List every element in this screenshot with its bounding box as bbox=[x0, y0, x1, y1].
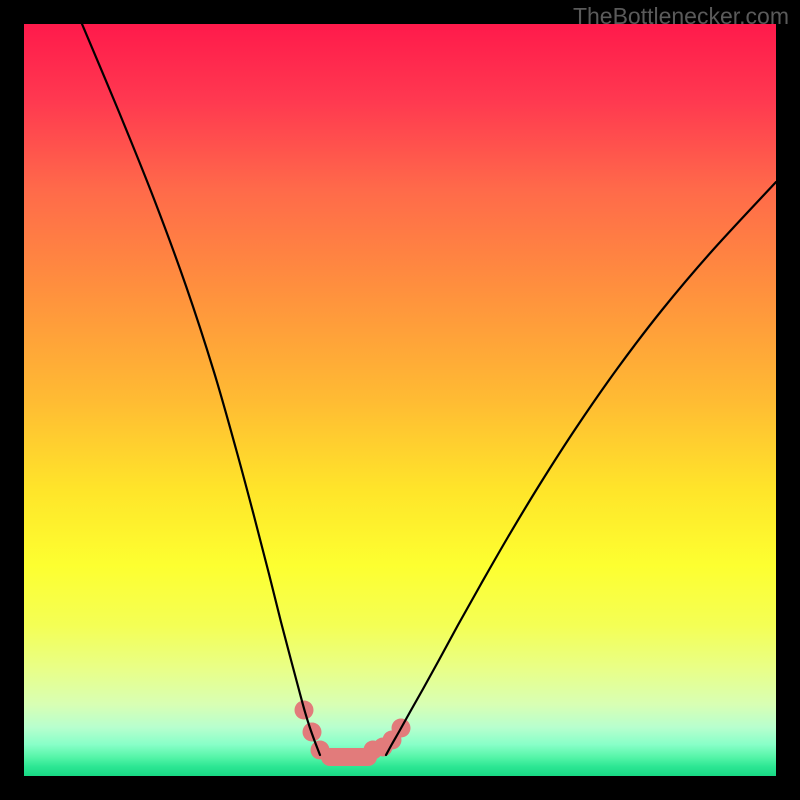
chart-svg bbox=[0, 0, 800, 800]
bottleneck-curve-right bbox=[386, 182, 776, 755]
marker-bar bbox=[321, 748, 377, 766]
bottleneck-curve-left bbox=[82, 24, 320, 755]
